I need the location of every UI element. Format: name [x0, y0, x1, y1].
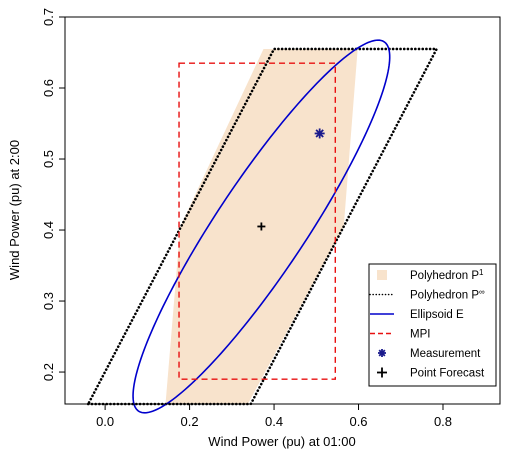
plot-frame [64, 16, 501, 405]
y-tick-label: 0.7 [41, 8, 56, 26]
legend-entry: Ellipsoid E [370, 309, 464, 321]
legend-label-superscript: 1 [479, 268, 484, 277]
y-tick-label: 0.6 [41, 79, 56, 97]
legend-label: Ellipsoid E [410, 309, 464, 321]
legend-entry: Point Forecast [377, 367, 485, 380]
legend-label: MPI [410, 329, 430, 341]
x-tick-label: 0.6 [349, 414, 367, 429]
measurement-point [314, 128, 325, 139]
ellipsoid-e [132, 39, 391, 414]
x-tick-label: 0.2 [181, 414, 199, 429]
x-tick-label: 0.4 [265, 414, 283, 429]
y-tick-label: 0.2 [41, 363, 56, 381]
legend: Polyhedron P1 Polyhedron P∞ Ellipsoid E MPI… [368, 263, 497, 387]
legend-label: Measurement [410, 348, 481, 360]
x-axis-label: Wind Power (pu) at 01:00 [208, 434, 355, 449]
legend-label: Polyhedron P∞ [410, 287, 485, 302]
point-forecast [257, 222, 266, 231]
legend-symbol [377, 270, 387, 280]
legend-label: Point Forecast [410, 368, 485, 380]
legend-entry: Measurement [378, 348, 481, 360]
legend-entry: Polyhedron P∞ [369, 287, 485, 302]
y-tick-label: 0.4 [41, 221, 56, 239]
legend-box [368, 263, 497, 387]
legend-entry: MPI [370, 329, 430, 341]
mpi-box [178, 62, 336, 380]
y-tick-label: 0.5 [41, 150, 56, 168]
legend-symbol [377, 367, 387, 378]
x-axis: 0.0 0.2 0.4 0.6 0.8 [96, 404, 452, 429]
x-tick-label: 0.8 [434, 414, 452, 429]
legend-entry: Polyhedron P1 [377, 268, 484, 283]
x-tick-label: 0.0 [96, 414, 114, 429]
y-axis: 0.2 0.3 0.4 0.5 0.6 0.7 [41, 8, 65, 381]
y-tick-label: 0.3 [41, 292, 56, 310]
legend-symbol [378, 349, 386, 357]
legend-label: Polyhedron P1 [410, 268, 484, 283]
legend-label-superscript: ∞ [479, 287, 485, 296]
y-axis-label: Wind Power (pu) at 2:00 [7, 140, 22, 280]
